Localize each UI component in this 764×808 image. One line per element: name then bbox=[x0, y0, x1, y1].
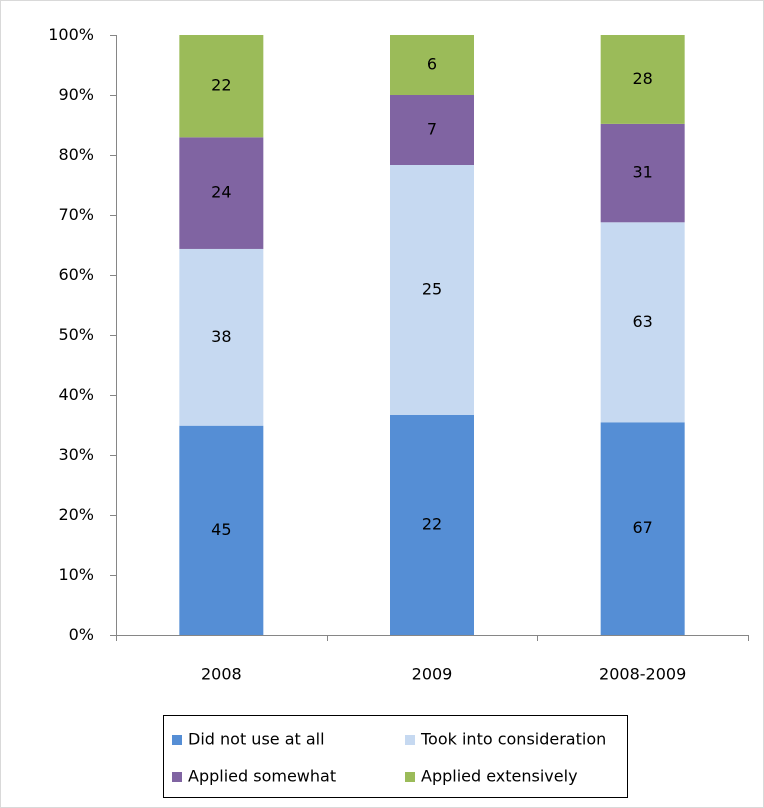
bar-segment bbox=[600, 35, 685, 124]
bar-segment bbox=[390, 35, 474, 95]
legend-label: Applied extensively bbox=[421, 767, 578, 786]
data-label: 25 bbox=[422, 280, 442, 299]
y-tick-label: 50% bbox=[58, 325, 94, 344]
legend-swatch bbox=[405, 735, 415, 745]
bar-segment bbox=[179, 137, 264, 249]
data-label: 24 bbox=[211, 183, 231, 202]
y-tick-label: 40% bbox=[58, 385, 94, 404]
data-label: 22 bbox=[211, 76, 231, 95]
bar-segment bbox=[179, 248, 264, 426]
x-tick-label: 2008 bbox=[201, 665, 242, 684]
legend-swatch bbox=[172, 772, 182, 782]
data-label: 7 bbox=[427, 120, 437, 139]
legend-swatch bbox=[172, 735, 182, 745]
data-label: 45 bbox=[211, 520, 231, 539]
y-tick-label: 80% bbox=[58, 145, 94, 164]
bar-segment bbox=[600, 123, 685, 223]
y-tick-label: 30% bbox=[58, 445, 94, 464]
y-tick-label: 10% bbox=[58, 565, 94, 584]
data-label: 22 bbox=[422, 515, 442, 534]
legend-label: Took into consideration bbox=[420, 730, 606, 749]
bar-segment bbox=[179, 35, 264, 138]
x-tick-label: 2009 bbox=[412, 665, 453, 684]
bar-segment bbox=[179, 425, 264, 635]
data-label: 63 bbox=[632, 312, 652, 331]
bar-segment bbox=[390, 165, 474, 415]
y-tick-label: 90% bbox=[58, 85, 94, 104]
legend-label: Did not use at all bbox=[188, 730, 325, 749]
bar-segment bbox=[600, 222, 685, 423]
bar-segment bbox=[390, 95, 474, 165]
data-label: 38 bbox=[211, 327, 231, 346]
y-tick-label: 20% bbox=[58, 505, 94, 524]
y-tick-label: 60% bbox=[58, 265, 94, 284]
data-label: 6 bbox=[427, 55, 437, 74]
y-tick-label: 100% bbox=[48, 25, 94, 44]
data-label: 31 bbox=[632, 163, 652, 182]
x-tick-label: 2008-2009 bbox=[599, 665, 686, 684]
legend-box bbox=[163, 715, 628, 798]
data-label: 28 bbox=[632, 69, 652, 88]
y-tick-label: 70% bbox=[58, 205, 94, 224]
bar-segment bbox=[600, 422, 685, 635]
legend-swatch bbox=[405, 772, 415, 782]
y-tick-label: 0% bbox=[69, 625, 94, 644]
data-label: 67 bbox=[632, 518, 652, 537]
legend-label: Applied somewhat bbox=[188, 767, 336, 786]
bar-segment bbox=[390, 415, 474, 635]
